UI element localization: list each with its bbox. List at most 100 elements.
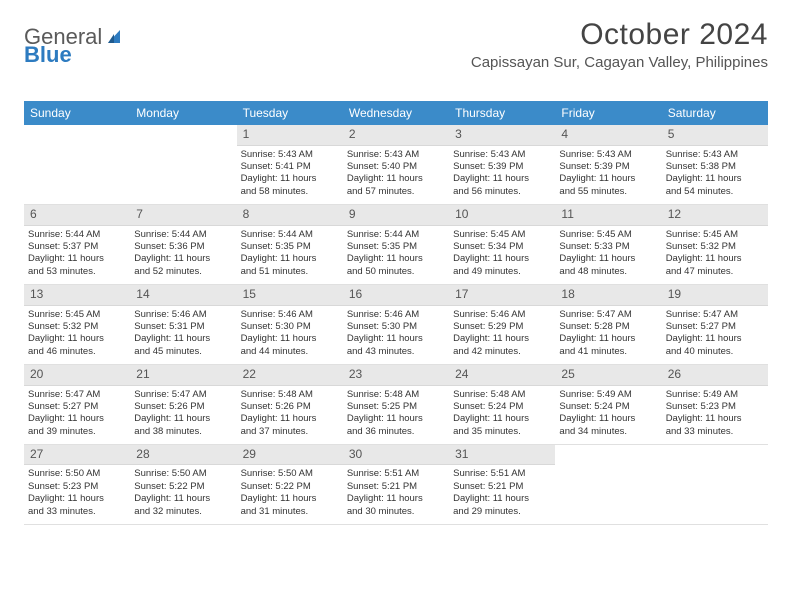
date-number: 7: [130, 205, 236, 226]
daylight-line-2: and 47 minutes.: [666, 266, 764, 278]
day-header: Thursday: [449, 101, 555, 125]
title-block: October 2024 Capissayan Sur, Cagayan Val…: [471, 18, 768, 71]
sunset-line: Sunset: 5:27 PM: [28, 401, 126, 413]
week-row: 27Sunrise: 5:50 AMSunset: 5:23 PMDayligh…: [24, 445, 768, 525]
cell-body: Sunrise: 5:45 AMSunset: 5:32 PMDaylight:…: [24, 306, 130, 364]
daylight-line-1: Daylight: 11 hours: [28, 253, 126, 265]
daylight-line-1: Daylight: 11 hours: [559, 413, 657, 425]
day-header: Friday: [555, 101, 661, 125]
day-header-row: SundayMondayTuesdayWednesdayThursdayFrid…: [24, 101, 768, 125]
daylight-line-1: Daylight: 11 hours: [559, 173, 657, 185]
calendar-cell: 17Sunrise: 5:46 AMSunset: 5:29 PMDayligh…: [449, 285, 555, 364]
sunset-line: Sunset: 5:35 PM: [241, 241, 339, 253]
sunset-line: Sunset: 5:24 PM: [559, 401, 657, 413]
sunrise-line: Sunrise: 5:51 AM: [347, 468, 445, 480]
sunset-line: Sunset: 5:33 PM: [559, 241, 657, 253]
cell-body: Sunrise: 5:48 AMSunset: 5:24 PMDaylight:…: [449, 386, 555, 444]
daylight-line-2: and 43 minutes.: [347, 346, 445, 358]
location-text: Capissayan Sur, Cagayan Valley, Philippi…: [471, 54, 768, 71]
cell-body: Sunrise: 5:43 AMSunset: 5:39 PMDaylight:…: [555, 146, 661, 204]
cell-body: Sunrise: 5:43 AMSunset: 5:38 PMDaylight:…: [662, 146, 768, 204]
daylight-line-1: Daylight: 11 hours: [666, 173, 764, 185]
sunset-line: Sunset: 5:39 PM: [453, 161, 551, 173]
sunrise-line: Sunrise: 5:46 AM: [241, 309, 339, 321]
daylight-line-2: and 30 minutes.: [347, 506, 445, 518]
sunrise-line: Sunrise: 5:46 AM: [347, 309, 445, 321]
daylight-line-1: Daylight: 11 hours: [134, 253, 232, 265]
date-number: 25: [555, 365, 661, 386]
daylight-line-2: and 31 minutes.: [241, 506, 339, 518]
daylight-line-2: and 40 minutes.: [666, 346, 764, 358]
sunrise-line: Sunrise: 5:43 AM: [559, 149, 657, 161]
cell-body: Sunrise: 5:44 AMSunset: 5:37 PMDaylight:…: [24, 226, 130, 284]
sunset-line: Sunset: 5:24 PM: [453, 401, 551, 413]
sunrise-line: Sunrise: 5:47 AM: [28, 389, 126, 401]
calendar-cell: 26Sunrise: 5:49 AMSunset: 5:23 PMDayligh…: [662, 365, 768, 444]
date-number: 18: [555, 285, 661, 306]
sunset-line: Sunset: 5:35 PM: [347, 241, 445, 253]
sunrise-line: Sunrise: 5:44 AM: [28, 229, 126, 241]
sunset-line: Sunset: 5:40 PM: [347, 161, 445, 173]
cell-body: Sunrise: 5:43 AMSunset: 5:40 PMDaylight:…: [343, 146, 449, 204]
date-number: 9: [343, 205, 449, 226]
cell-body: Sunrise: 5:44 AMSunset: 5:36 PMDaylight:…: [130, 226, 236, 284]
cell-body: Sunrise: 5:46 AMSunset: 5:30 PMDaylight:…: [343, 306, 449, 364]
daylight-line-1: Daylight: 11 hours: [347, 493, 445, 505]
daylight-line-1: Daylight: 11 hours: [28, 493, 126, 505]
daylight-line-2: and 34 minutes.: [559, 426, 657, 438]
sunset-line: Sunset: 5:36 PM: [134, 241, 232, 253]
daylight-line-2: and 50 minutes.: [347, 266, 445, 278]
cell-body: Sunrise: 5:48 AMSunset: 5:25 PMDaylight:…: [343, 386, 449, 444]
cell-body: Sunrise: 5:50 AMSunset: 5:22 PMDaylight:…: [130, 465, 236, 523]
daylight-line-2: and 44 minutes.: [241, 346, 339, 358]
daylight-line-2: and 57 minutes.: [347, 186, 445, 198]
daylight-line-2: and 52 minutes.: [134, 266, 232, 278]
cell-body: Sunrise: 5:46 AMSunset: 5:29 PMDaylight:…: [449, 306, 555, 364]
sunset-line: Sunset: 5:27 PM: [666, 321, 764, 333]
sunset-line: Sunset: 5:28 PM: [559, 321, 657, 333]
calendar-cell: 8Sunrise: 5:44 AMSunset: 5:35 PMDaylight…: [237, 205, 343, 284]
daylight-line-1: Daylight: 11 hours: [241, 173, 339, 185]
calendar-cell: 16Sunrise: 5:46 AMSunset: 5:30 PMDayligh…: [343, 285, 449, 364]
cell-body: Sunrise: 5:46 AMSunset: 5:31 PMDaylight:…: [130, 306, 236, 364]
cell-body: Sunrise: 5:49 AMSunset: 5:24 PMDaylight:…: [555, 386, 661, 444]
date-number: 2: [343, 125, 449, 146]
daylight-line-2: and 48 minutes.: [559, 266, 657, 278]
cell-body: Sunrise: 5:47 AMSunset: 5:27 PMDaylight:…: [662, 306, 768, 364]
date-number: 24: [449, 365, 555, 386]
daylight-line-2: and 33 minutes.: [28, 506, 126, 518]
cell-body: Sunrise: 5:44 AMSunset: 5:35 PMDaylight:…: [343, 226, 449, 284]
daylight-line-1: Daylight: 11 hours: [666, 333, 764, 345]
calendar-cell: 11Sunrise: 5:45 AMSunset: 5:33 PMDayligh…: [555, 205, 661, 284]
daylight-line-1: Daylight: 11 hours: [453, 493, 551, 505]
date-number: 11: [555, 205, 661, 226]
sunrise-line: Sunrise: 5:46 AM: [453, 309, 551, 321]
daylight-line-1: Daylight: 11 hours: [241, 493, 339, 505]
date-number: 5: [662, 125, 768, 146]
sunrise-line: Sunrise: 5:43 AM: [666, 149, 764, 161]
sunset-line: Sunset: 5:25 PM: [347, 401, 445, 413]
sunrise-line: Sunrise: 5:44 AM: [347, 229, 445, 241]
cell-body: Sunrise: 5:45 AMSunset: 5:32 PMDaylight:…: [662, 226, 768, 284]
calendar-cell: 27Sunrise: 5:50 AMSunset: 5:23 PMDayligh…: [24, 445, 130, 524]
daylight-line-1: Daylight: 11 hours: [666, 253, 764, 265]
brand-text-2: Blue: [24, 42, 72, 67]
cell-body: Sunrise: 5:50 AMSunset: 5:23 PMDaylight:…: [24, 465, 130, 523]
daylight-line-2: and 42 minutes.: [453, 346, 551, 358]
sunset-line: Sunset: 5:30 PM: [347, 321, 445, 333]
day-header: Tuesday: [237, 101, 343, 125]
cell-body: Sunrise: 5:51 AMSunset: 5:21 PMDaylight:…: [449, 465, 555, 523]
calendar-cell: 12Sunrise: 5:45 AMSunset: 5:32 PMDayligh…: [662, 205, 768, 284]
cell-body: Sunrise: 5:46 AMSunset: 5:30 PMDaylight:…: [237, 306, 343, 364]
month-title: October 2024: [471, 18, 768, 52]
date-number: 10: [449, 205, 555, 226]
calendar-cell: [24, 125, 130, 204]
sunset-line: Sunset: 5:26 PM: [134, 401, 232, 413]
empty-cell: [24, 125, 130, 129]
daylight-line-2: and 49 minutes.: [453, 266, 551, 278]
calendar-cell: 19Sunrise: 5:47 AMSunset: 5:27 PMDayligh…: [662, 285, 768, 364]
daylight-line-1: Daylight: 11 hours: [134, 333, 232, 345]
cell-body: Sunrise: 5:51 AMSunset: 5:21 PMDaylight:…: [343, 465, 449, 523]
daylight-line-2: and 36 minutes.: [347, 426, 445, 438]
calendar-cell: 9Sunrise: 5:44 AMSunset: 5:35 PMDaylight…: [343, 205, 449, 284]
